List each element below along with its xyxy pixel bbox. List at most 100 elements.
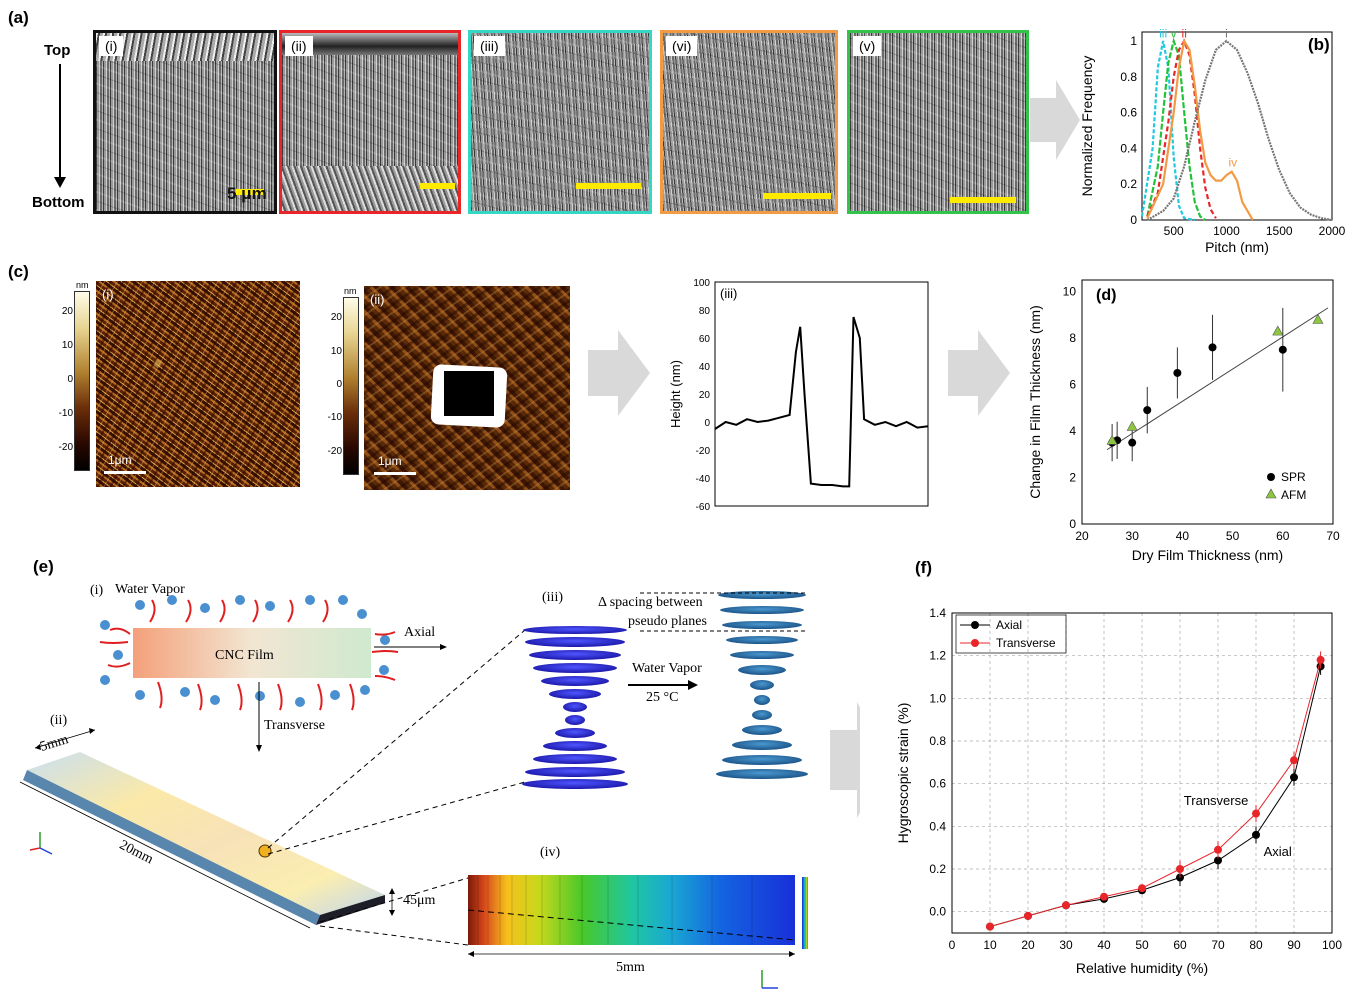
x-tick-label: 1000: [1213, 224, 1240, 238]
afm-image-ii: (ii) 1μm: [364, 286, 570, 490]
y-tick-label: 0.6: [929, 777, 946, 791]
x-tick-label: 70: [1326, 529, 1340, 543]
annotation-axial: Axial: [1264, 844, 1292, 859]
plot-frame: [714, 281, 929, 507]
colorbar-tick: 20: [61, 306, 73, 318]
y-tick-label: 6: [1069, 378, 1076, 392]
x-tick-label: 10: [983, 938, 997, 952]
conc-map: [468, 875, 795, 945]
axis-triad-2: [761, 970, 778, 989]
spacing-label-1: Δ spacing between: [598, 595, 703, 610]
sem-image-label: (v): [853, 36, 882, 56]
y-tick-label: 0.4: [1120, 141, 1137, 155]
hygroscopic-strain-chart: 0 10 20 30 40 50 60 70 80 90 100 0.0 0.2 0.4 0.6 0.8 1.0…: [895, 558, 1342, 976]
colorbar-tick: -10: [58, 407, 73, 419]
e-i-label: (i): [90, 583, 104, 598]
cnc-film: [133, 628, 371, 678]
series-line-axial: [989, 666, 1322, 928]
y-axis-label: Change in Film Thickness (nm): [1027, 305, 1043, 498]
sem-scale-bar: [236, 189, 264, 195]
x-tick-label: 30: [1126, 529, 1140, 543]
spr-point: [1208, 343, 1217, 352]
afm-i-scale-text: 1μm: [108, 453, 132, 467]
dim-45um-label: 45μm: [403, 893, 436, 908]
y-tick-label: 0: [704, 418, 710, 429]
y-tick-label: 80: [699, 306, 711, 317]
x-tick-label: 20: [1021, 938, 1035, 952]
sem-image: (i): [93, 30, 277, 214]
colorbar-tick: -10: [327, 412, 342, 424]
arrow-e-to-f: [830, 702, 860, 818]
colorbar-tick: -20: [327, 445, 342, 457]
arrow-iii-to-d: [948, 330, 1010, 416]
sem-image: (iii): [468, 30, 652, 214]
x-tick-label: 90: [1287, 938, 1301, 952]
sem-image: (v): [847, 30, 1029, 214]
data-point: [1316, 655, 1325, 664]
cnc-slab-top: [27, 752, 385, 915]
afm-ii-scale-text: 1μm: [378, 454, 402, 468]
helicoid-dry: [522, 626, 628, 789]
sem-image-label: (iii): [474, 36, 505, 56]
legend-afm-marker: [1265, 488, 1277, 499]
spr-point: [1128, 438, 1137, 447]
afm-ii-colorbar: [343, 297, 359, 475]
afm-point: [1272, 325, 1284, 336]
conc-legend: [802, 877, 808, 949]
afm-i-colorbar: [74, 291, 90, 471]
axial-label: Axial: [404, 625, 436, 640]
series-annotation: ii: [1182, 26, 1187, 40]
series-annotation: v: [1171, 26, 1177, 40]
axis-triad: [29, 832, 53, 855]
water-vapor-2-label: Water Vapor: [632, 661, 702, 676]
data-point: [1176, 865, 1184, 873]
y-axis-label: Height (nm): [668, 360, 683, 428]
y-tick-label: 0.8: [1120, 70, 1137, 84]
legend-afm-label: AFM: [1281, 488, 1306, 502]
y-axis-label: Hygroscopic strain (%): [895, 703, 911, 844]
sem-scale-bar: [950, 197, 1016, 203]
y-tick-label: 0.0: [929, 905, 946, 919]
y-tick-label: 40: [699, 362, 711, 373]
transverse-label: Transverse: [264, 718, 325, 733]
panel-b-letter: (b): [1308, 35, 1330, 54]
data-point: [1214, 845, 1222, 854]
legend-box: [955, 614, 1067, 654]
scratch-hole-inner: [444, 371, 494, 416]
y-tick-label: 1.4: [929, 606, 946, 620]
y-tick-label: 1.0: [929, 691, 946, 705]
y-tick-label: -20: [696, 446, 711, 457]
e-ii-label: (ii): [50, 713, 68, 728]
sem-scale-bar: [420, 183, 455, 189]
x-tick-label: 80: [1249, 938, 1263, 952]
afm-point: [1126, 420, 1138, 431]
x-tick-label: 40: [1176, 529, 1190, 543]
vapor-arrows: [99, 599, 399, 711]
water-vapor-label: Water Vapor: [115, 582, 185, 597]
y-tick-label: 100: [693, 278, 710, 289]
data-point: [1252, 809, 1260, 818]
series-annotation: iv: [1228, 155, 1237, 169]
x-axis-label: Dry Film Thickness (nm): [1132, 547, 1283, 563]
y-tick-label: 0.2: [1120, 177, 1137, 191]
e-iii-label: (iii): [542, 590, 563, 605]
plot-frame: [951, 612, 1333, 934]
legend-label: Axial: [996, 618, 1022, 632]
y-tick-label: 0.4: [929, 819, 946, 833]
y-tick-label: 1: [1130, 34, 1137, 48]
y-tick-label: 4: [1069, 424, 1076, 438]
x-axis-label: Relative humidity (%): [1076, 960, 1208, 976]
x-tick-label: 40: [1097, 938, 1111, 952]
x-tick-label: 70: [1211, 938, 1225, 952]
data-point: [1290, 773, 1298, 782]
colorbar-tick: 10: [61, 340, 73, 352]
x-tick-label: 2000: [1319, 224, 1345, 238]
colorbar-tick: 20: [330, 312, 342, 324]
y-tick-label: 0.8: [929, 734, 946, 748]
panel-c-letter: (c): [8, 262, 29, 281]
data-point: [1024, 911, 1032, 920]
afm-ii-scalebar: [374, 472, 416, 475]
panel-d-letter: (d): [1096, 287, 1116, 304]
legend-spr-label: SPR: [1281, 470, 1306, 484]
x-tick-label: 60: [1173, 938, 1187, 952]
